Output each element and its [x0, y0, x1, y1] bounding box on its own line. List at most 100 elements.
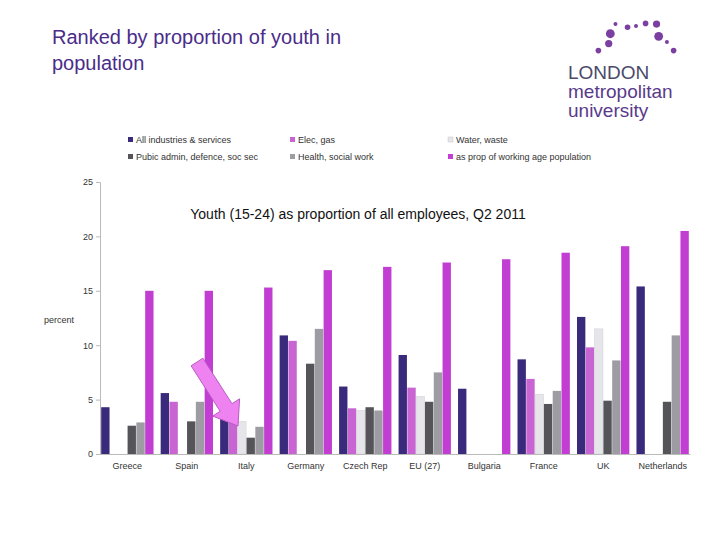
- bar: [535, 394, 543, 454]
- x-tick: Bulgaria: [468, 454, 501, 471]
- y-tick-mark: [96, 236, 100, 237]
- legend-label: Elec, gas: [298, 135, 336, 145]
- bar: [255, 427, 263, 454]
- x-tick-label: Netherlands: [638, 461, 687, 471]
- legend-swatch: [448, 154, 453, 159]
- bars: [101, 231, 689, 454]
- x-tick: EU (27): [409, 454, 440, 471]
- x-tick: Germany: [287, 454, 325, 471]
- x-tick-label: EU (27): [409, 461, 440, 471]
- bar: [612, 360, 620, 454]
- x-tick: Netherlands: [638, 454, 687, 471]
- y-axis-title: percent: [44, 315, 75, 325]
- y-axis: 0 5 10 15 20 25: [83, 177, 101, 459]
- x-tick-label: Bulgaria: [468, 461, 501, 471]
- chart-title: Youth (15-24) as proportion of all emplo…: [190, 206, 526, 222]
- bar: [636, 286, 644, 454]
- highlight-arrow: [191, 358, 240, 426]
- x-axis-line: [101, 454, 691, 455]
- bar: [280, 335, 288, 454]
- y-tick-mark: [96, 182, 100, 183]
- bar: [425, 402, 433, 454]
- logo-dot: [654, 32, 663, 41]
- x-tick-label: UK: [597, 461, 610, 471]
- y-tick-label: 20: [83, 232, 93, 242]
- bar: [161, 393, 169, 454]
- logo-dot: [634, 24, 638, 28]
- bar: [399, 355, 407, 454]
- logo-dot: [671, 48, 677, 54]
- x-axis: Greece Spain Italy Germany Czech Rep EU (27) B…: [101, 454, 691, 471]
- legend-swatch: [448, 137, 453, 142]
- bar: [562, 253, 570, 454]
- y-tick-mark: [96, 291, 100, 292]
- legend-swatch: [128, 154, 133, 159]
- bar: [187, 421, 195, 454]
- x-tick: Czech Rep: [343, 454, 388, 471]
- x-tick-label: Germany: [287, 461, 325, 471]
- bar: [229, 421, 237, 454]
- y-tick-mark: [96, 454, 100, 455]
- bar: [145, 291, 153, 454]
- bar: [553, 391, 561, 454]
- logo: LONDONmetropolitanuniversity: [568, 20, 676, 121]
- y-tick-label: 5: [88, 395, 93, 405]
- bar: [169, 402, 177, 454]
- bar: [101, 407, 109, 454]
- bar: [595, 329, 603, 454]
- bar: [407, 388, 415, 454]
- x-tick-label: Spain: [175, 461, 198, 471]
- y-tick: 0: [88, 449, 100, 459]
- bar: [518, 359, 526, 454]
- logo-dot: [613, 22, 617, 26]
- bar: [577, 317, 585, 454]
- bar: [383, 267, 391, 454]
- bar: [357, 410, 365, 454]
- bar: [502, 259, 510, 454]
- logo-text: metropolitan: [568, 81, 673, 102]
- x-tick: Italy: [238, 454, 255, 471]
- x-tick-label: France: [530, 461, 558, 471]
- x-tick: Greece: [113, 454, 143, 471]
- bar: [672, 335, 680, 454]
- bar: [136, 422, 144, 454]
- bar: [247, 438, 255, 454]
- y-tick-label: 25: [83, 177, 93, 187]
- bar: [416, 396, 424, 454]
- logo-dot: [605, 40, 612, 47]
- slide-title: Ranked by proportion of youth inpopulati…: [52, 26, 341, 74]
- logo-dot: [596, 48, 602, 54]
- y-tick: 20: [83, 232, 100, 242]
- logo-text: LONDON: [568, 62, 649, 83]
- bar: [603, 401, 611, 454]
- legend-label: Health, social work: [298, 152, 374, 162]
- logo-dot: [643, 21, 649, 27]
- bar: [680, 231, 688, 454]
- x-tick-label: Italy: [238, 461, 255, 471]
- bar: [365, 407, 373, 454]
- logo-dot: [665, 40, 669, 44]
- bar: [348, 408, 356, 454]
- legend: All industries & servicesElec, gasWater,…: [128, 135, 591, 162]
- bar: [434, 372, 442, 454]
- bar: [220, 417, 228, 454]
- bar: [621, 246, 629, 454]
- x-tick-label: Greece: [113, 461, 143, 471]
- x-tick: Spain: [175, 454, 198, 471]
- y-tick: 15: [83, 286, 100, 296]
- bar: [288, 341, 296, 454]
- bar: [339, 387, 347, 454]
- slide-title-line: population: [52, 52, 144, 74]
- legend-swatch: [290, 154, 295, 159]
- x-tick-label: Czech Rep: [343, 461, 388, 471]
- bar: [526, 379, 534, 454]
- bar: [544, 404, 552, 454]
- y-tick-mark: [96, 400, 100, 401]
- logo-dot: [653, 20, 660, 27]
- x-tick: France: [530, 454, 558, 471]
- bar: [128, 426, 136, 454]
- x-tick: UK: [597, 454, 610, 471]
- bar: [443, 263, 451, 454]
- bar: [374, 410, 382, 454]
- y-tick-label: 10: [83, 341, 93, 351]
